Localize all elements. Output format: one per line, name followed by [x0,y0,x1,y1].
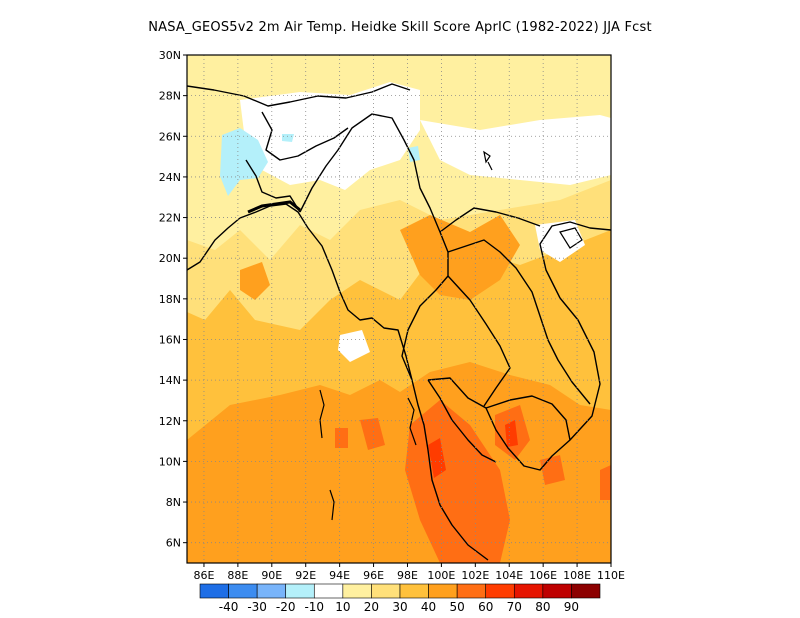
field-50-60-west [360,418,385,450]
lon-tick-label: 98E [397,569,418,582]
colorbar-label: -30 [247,600,267,614]
lat-tick-label: 24N [159,171,181,184]
myanmar-border [299,113,449,381]
lon-tick-label: 100E [427,569,455,582]
lon-tick-label: 108E [563,569,591,582]
colorbar-swatch [428,583,458,599]
field-50-60-se [600,465,611,500]
cambodia-border [485,395,571,441]
lat-tick-label: 26N [159,130,181,143]
colorbar-label: -10 [304,600,324,614]
hainan-coast [559,227,583,249]
lat-tick-label: 10N [159,455,181,468]
field-60-70-core2 [505,420,518,447]
field-negative-small [282,134,294,142]
india-coastline [187,203,489,561]
longitude-tick-labels: 86E 88E 90E 92E 94E 96E 98E 100E 102E 104E 106E 108… [193,563,625,582]
andaman-islands [319,389,325,439]
colorbar-labels: -40 -30 -20 -10 10 20 30 40 50 60 70 80 90 [219,600,579,614]
lat-tick-label: 30N [159,49,181,62]
small-island-b [487,161,493,171]
lat-tick-label: 14N [159,374,181,387]
lat-tick-label: 22N [159,212,181,225]
colorbar-swatch [542,583,572,599]
colorbar-swatch [199,583,229,599]
lon-tick-label: 104E [495,569,523,582]
field-negative-bangladesh [220,128,268,196]
lat-tick-label: 20N [159,252,181,265]
colorbar-label: 80 [535,600,550,614]
bangladesh-border [245,159,301,213]
indochina-coastline [427,221,611,471]
colorbar-swatch [399,583,429,599]
sundarbans-coast [247,200,301,214]
lat-tick-label: 6N [166,537,181,550]
field-neutral-laos [535,220,585,262]
laos-thai-border [447,239,591,405]
lon-tick-label: 96E [363,569,384,582]
colorbar-label: -20 [276,600,296,614]
small-island-a [483,150,491,164]
colorbar-label: 10 [335,600,350,614]
colorbar-swatch [228,583,258,599]
colorbar-swatch [371,583,401,599]
colorbar-label: 50 [450,600,465,614]
colorbar-label: 70 [507,600,522,614]
colorbar-label: 30 [392,600,407,614]
colorbar-label: 60 [478,600,493,614]
field-neutral-burma [338,330,370,362]
field-40-50-west [240,262,270,300]
lon-tick-label: 88E [227,569,248,582]
field-negative-china [408,146,420,162]
colorbar-swatch [256,583,287,599]
lon-tick-label: 102E [461,569,489,582]
thailand-border [447,275,511,407]
field-50-60-west2 [335,428,348,448]
lat-tick-label: 12N [159,415,181,428]
colorbar-label: 40 [421,600,436,614]
lon-tick-label: 92E [295,569,316,582]
coastlines-borders [187,83,611,561]
latitude-tick-labels: 6N 8N 10N 12N 14N 16N 18N 20N 22N 24N 26N 28N 30N [159,49,187,550]
colorbar-swatch [571,583,601,599]
colorbar-label: -40 [219,600,239,614]
colorbar [199,583,601,599]
colorbar-swatch [313,583,344,599]
colorbar-label: 20 [364,600,379,614]
lat-tick-label: 16N [159,333,181,346]
colorbar-swatch [456,583,487,599]
lat-tick-label: 8N [166,496,181,509]
chart-title: NASA_GEOS5v2 2m Air Temp. Heidke Skill S… [148,20,652,35]
nicobar-islands [329,489,335,521]
lon-tick-label: 110E [597,569,625,582]
lon-tick-label: 106E [529,569,557,582]
field-50-60-south [460,510,502,550]
field-neutral-southchina [420,115,611,185]
islands [247,150,583,521]
mergui-islands [407,397,417,446]
lon-tick-label: 90E [261,569,282,582]
colorbar-swatch [285,583,315,599]
plot-frame [186,54,612,564]
skill-score-field [187,55,611,563]
field-40-50-central [400,215,520,300]
lat-tick-label: 28N [159,90,181,103]
lat-tick-label: 18N [159,293,181,306]
lon-tick-label: 86E [193,569,214,582]
colorbar-swatch [485,583,515,599]
lon-tick-label: 94E [329,569,350,582]
northern-border [187,83,411,107]
northeast-india-border [261,111,349,161]
colorbar-label: 90 [564,600,579,614]
colorbar-swatch [513,583,544,599]
china-vietnam-border [439,207,541,233]
thai-gulf-coast [427,379,497,463]
field-neutral-north [240,82,420,190]
colorbar-swatch [342,583,372,599]
